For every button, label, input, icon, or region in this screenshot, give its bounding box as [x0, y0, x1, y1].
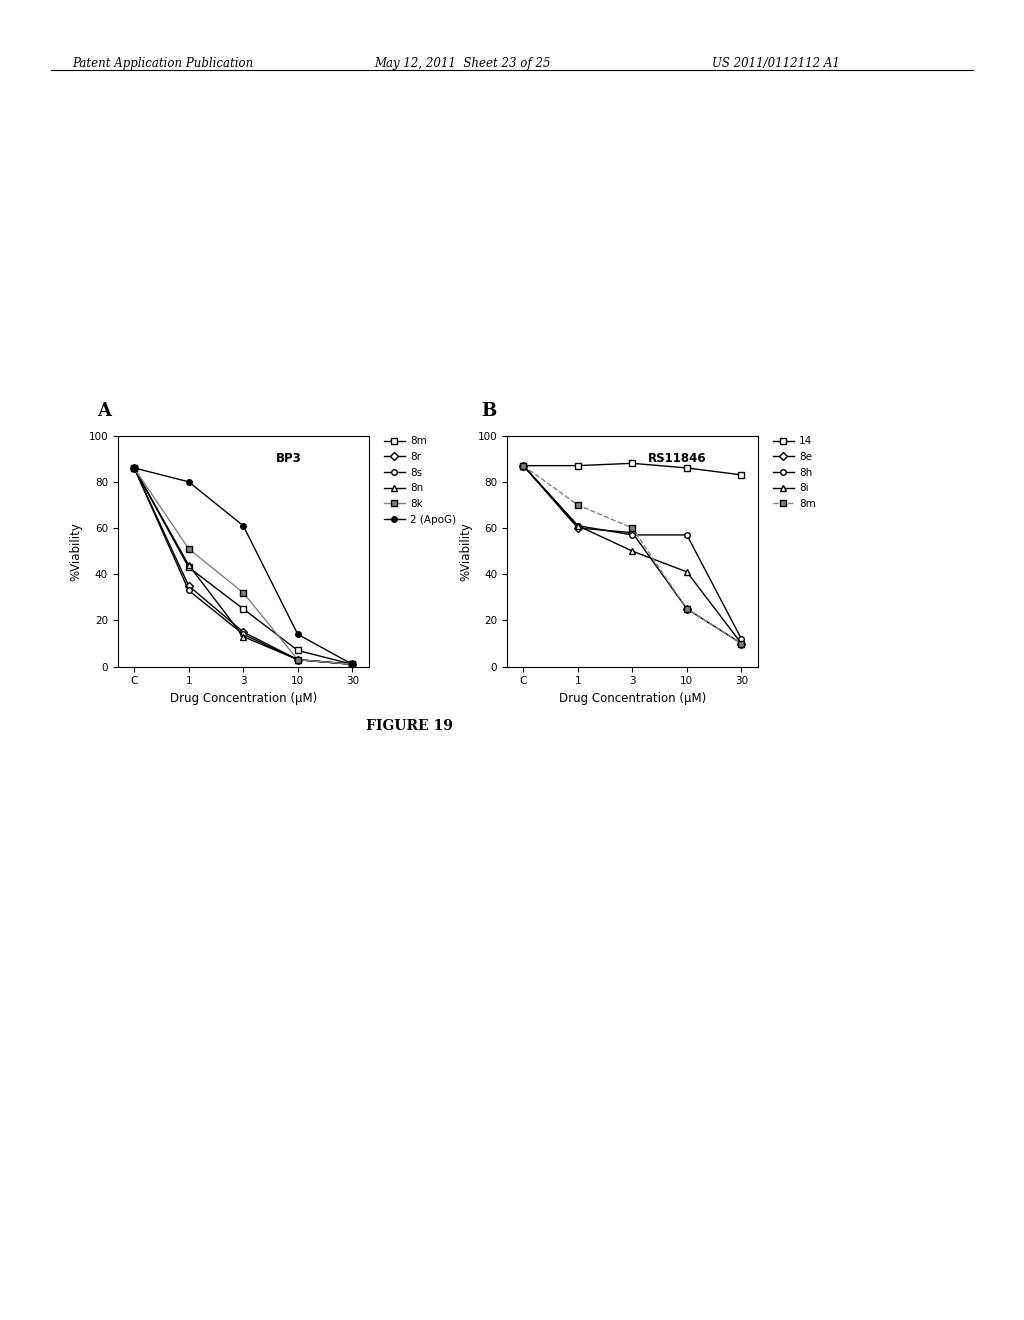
Text: US 2011/0112112 A1: US 2011/0112112 A1: [712, 57, 840, 70]
X-axis label: Drug Concentration (μM): Drug Concentration (μM): [559, 692, 706, 705]
Text: RS11846: RS11846: [648, 451, 707, 465]
Text: May 12, 2011  Sheet 23 of 25: May 12, 2011 Sheet 23 of 25: [374, 57, 550, 70]
Text: FIGURE 19: FIGURE 19: [367, 719, 453, 734]
Text: B: B: [481, 401, 497, 420]
Text: Patent Application Publication: Patent Application Publication: [72, 57, 253, 70]
Text: BP3: BP3: [275, 451, 301, 465]
Legend: 8m, 8r, 8s, 8n, 8k, 2 (ApoG): 8m, 8r, 8s, 8n, 8k, 2 (ApoG): [384, 436, 456, 525]
Y-axis label: %Viability: %Viability: [70, 521, 83, 581]
X-axis label: Drug Concentration (μM): Drug Concentration (μM): [170, 692, 316, 705]
Legend: 14, 8e, 8h, 8i, 8m: 14, 8e, 8h, 8i, 8m: [773, 436, 816, 510]
Text: A: A: [97, 401, 112, 420]
Y-axis label: %Viability: %Viability: [459, 521, 472, 581]
